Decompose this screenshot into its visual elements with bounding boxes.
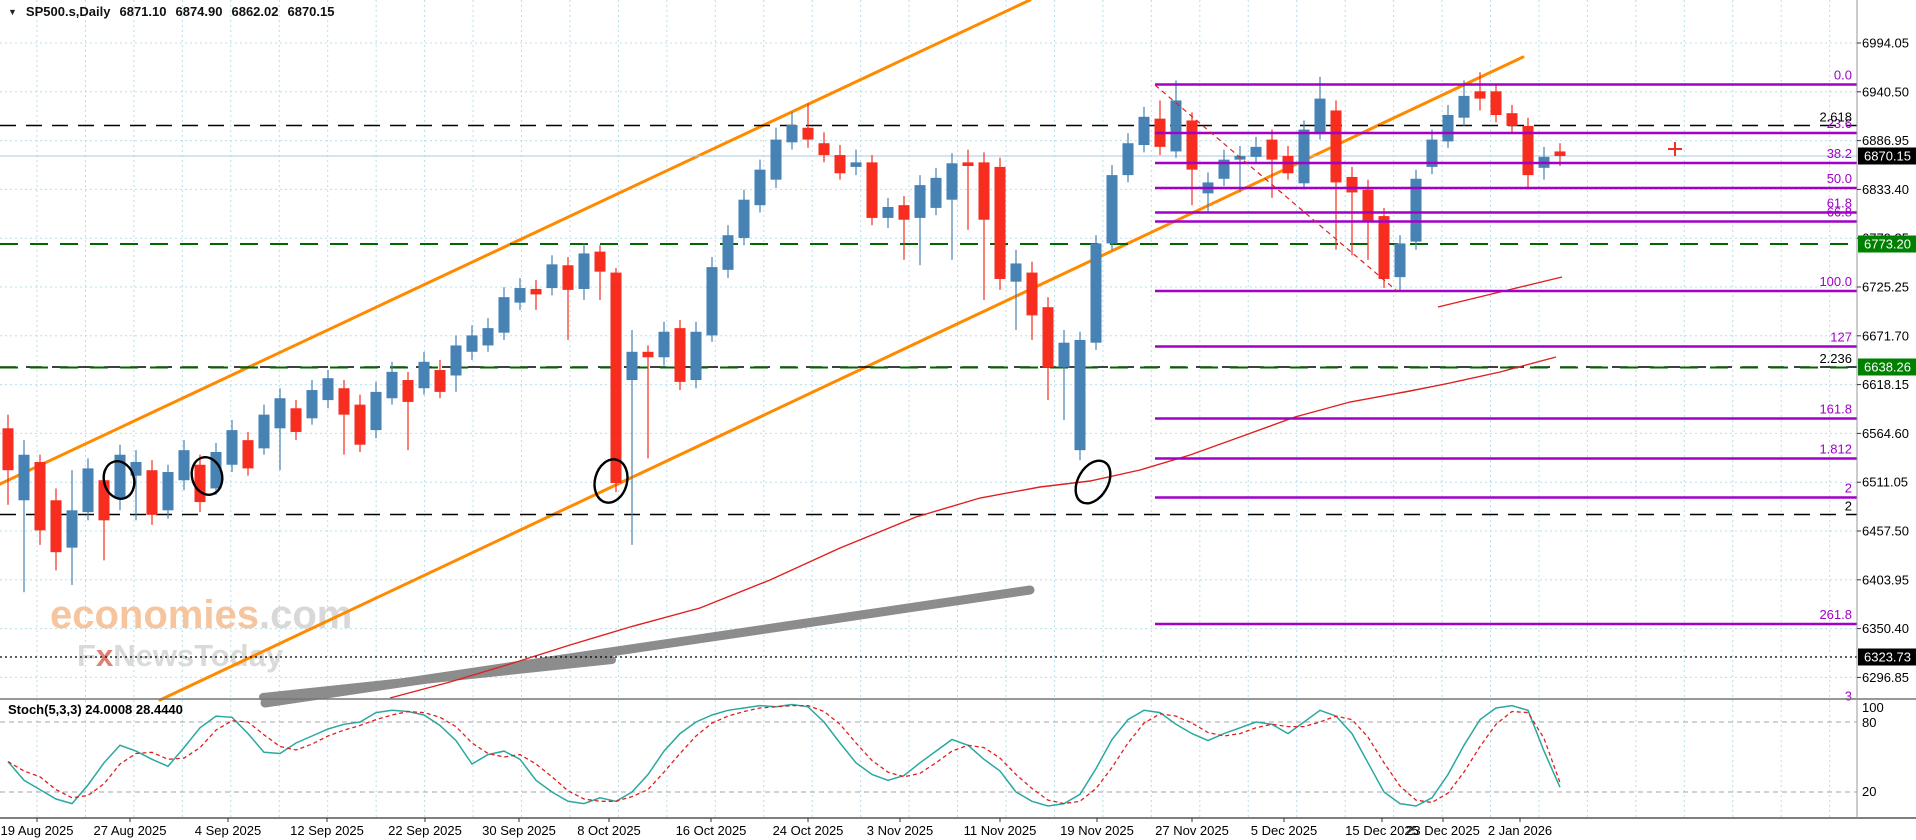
svg-text:5 Dec 2025: 5 Dec 2025 — [1251, 823, 1318, 838]
svg-text:2.618: 2.618 — [1819, 110, 1852, 125]
svg-text:4 Sep 2025: 4 Sep 2025 — [195, 823, 262, 838]
svg-text:8 Oct 2025: 8 Oct 2025 — [577, 823, 641, 838]
svg-text:19 Nov 2025: 19 Nov 2025 — [1060, 823, 1134, 838]
close-value: 6870.15 — [287, 4, 335, 19]
symbol-dropdown-icon[interactable]: ▼ — [8, 6, 17, 17]
svg-text:6725.25: 6725.25 — [1862, 280, 1909, 295]
svg-text:11 Nov 2025: 11 Nov 2025 — [964, 823, 1037, 838]
svg-text:23 Dec 2025: 23 Dec 2025 — [1406, 823, 1480, 838]
svg-text:27 Nov 2025: 27 Nov 2025 — [1155, 823, 1229, 838]
current-price-plus-marker — [1668, 142, 1682, 156]
svg-text:66.8: 66.8 — [1827, 205, 1852, 220]
price-badge — [1858, 648, 1916, 666]
svg-text:6350.40: 6350.40 — [1862, 621, 1909, 636]
svg-text:6833.40: 6833.40 — [1862, 182, 1909, 197]
svg-text:27 Aug 2025: 27 Aug 2025 — [93, 823, 166, 838]
panel-frame — [0, 0, 1916, 819]
stoch-d-signal-line — [7, 704, 1561, 805]
svg-text:6638.26: 6638.26 — [1864, 360, 1911, 375]
price-axis[interactable]: 6994.056940.506886.956833.406779.856725.… — [1857, 36, 1916, 800]
open-value: 6871.10 — [119, 4, 167, 19]
stoch-k-line — [7, 703, 1561, 807]
symbol-timeframe-label: SP500.s,Daily — [25, 4, 111, 19]
svg-text:2 Jan 2026: 2 Jan 2026 — [1488, 823, 1552, 838]
svg-text:2.236: 2.236 — [1819, 351, 1852, 366]
svg-text:100.0: 100.0 — [1819, 274, 1852, 289]
stoch-label: Stoch(5,3,3) 24.0008 28.4440 — [8, 702, 183, 717]
svg-text:22 Sep 2025: 22 Sep 2025 — [388, 823, 462, 838]
svg-text:30 Sep 2025: 30 Sep 2025 — [482, 823, 556, 838]
chart-title: ▼ SP500.s,Daily 6871.10 6874.90 6862.02 … — [8, 4, 334, 19]
svg-text:20: 20 — [1862, 784, 1876, 799]
svg-text:6671.70: 6671.70 — [1862, 328, 1909, 343]
price-badge — [1858, 147, 1916, 165]
price-badge — [1858, 235, 1916, 253]
svg-text:6618.15: 6618.15 — [1862, 377, 1909, 392]
svg-text:6773.20: 6773.20 — [1864, 237, 1911, 252]
svg-text:80: 80 — [1862, 715, 1876, 730]
svg-text:6870.15: 6870.15 — [1864, 149, 1911, 164]
svg-text:161.8: 161.8 — [1819, 402, 1852, 417]
svg-text:15 Dec 2025: 15 Dec 2025 — [1345, 823, 1419, 838]
grid-lines — [0, 0, 1857, 817]
fib-retracement[interactable]: 0.0 23.6 38.2 50.0 61.866.8 100.0 127 161.8 1.81… — [1154, 68, 1857, 704]
svg-text:6886.95: 6886.95 — [1862, 133, 1909, 148]
svg-text:261.8: 261.8 — [1819, 607, 1852, 622]
svg-text:12 Sep 2025: 12 Sep 2025 — [290, 823, 364, 838]
svg-text:16 Oct 2025: 16 Oct 2025 — [676, 823, 747, 838]
svg-text:24 Oct 2025: 24 Oct 2025 — [773, 823, 844, 838]
svg-text:6511.05: 6511.05 — [1862, 475, 1908, 490]
date-axis[interactable]: 19 Aug 2025 27 Aug 2025 4 Sep 2025 12 Sep 2… — [0, 818, 1552, 838]
svg-text:6564.60: 6564.60 — [1862, 426, 1909, 441]
svg-text:6457.50: 6457.50 — [1862, 524, 1909, 539]
svg-text:38.2: 38.2 — [1827, 146, 1852, 161]
svg-text:127: 127 — [1830, 330, 1852, 345]
svg-text:100: 100 — [1862, 700, 1884, 715]
svg-text:3: 3 — [1845, 689, 1852, 704]
svg-text:6403.95: 6403.95 — [1862, 572, 1909, 587]
stochastic-indicator: Stoch(5,3,3) 24.0008 28.4440 — [0, 702, 1857, 807]
red-moving-average — [389, 276, 1563, 699]
svg-text:6940.50: 6940.50 — [1862, 84, 1909, 99]
svg-text:1.812: 1.812 — [1819, 442, 1852, 457]
highlight-ellipses[interactable] — [100, 454, 1118, 510]
svg-text:19 Aug 2025: 19 Aug 2025 — [0, 823, 73, 838]
svg-text:2: 2 — [1845, 499, 1852, 514]
svg-text:6323.73: 6323.73 — [1864, 650, 1911, 665]
svg-text:23.6: 23.6 — [1827, 116, 1852, 131]
svg-text:6994.05: 6994.05 — [1862, 36, 1909, 51]
svg-text:2: 2 — [1845, 481, 1852, 496]
svg-text:50.0: 50.0 — [1827, 171, 1852, 186]
svg-text:6296.85: 6296.85 — [1862, 670, 1909, 685]
gray-trendlines[interactable] — [259, 585, 1035, 708]
horizontal-level-lines[interactable] — [0, 124, 1857, 658]
low-value: 6862.02 — [231, 4, 279, 19]
price-badge — [1858, 358, 1916, 376]
svg-text:0.0: 0.0 — [1834, 68, 1852, 83]
high-value: 6874.90 — [175, 4, 223, 19]
svg-text:61.8: 61.8 — [1827, 196, 1852, 211]
svg-text:3 Nov 2025: 3 Nov 2025 — [867, 823, 934, 838]
